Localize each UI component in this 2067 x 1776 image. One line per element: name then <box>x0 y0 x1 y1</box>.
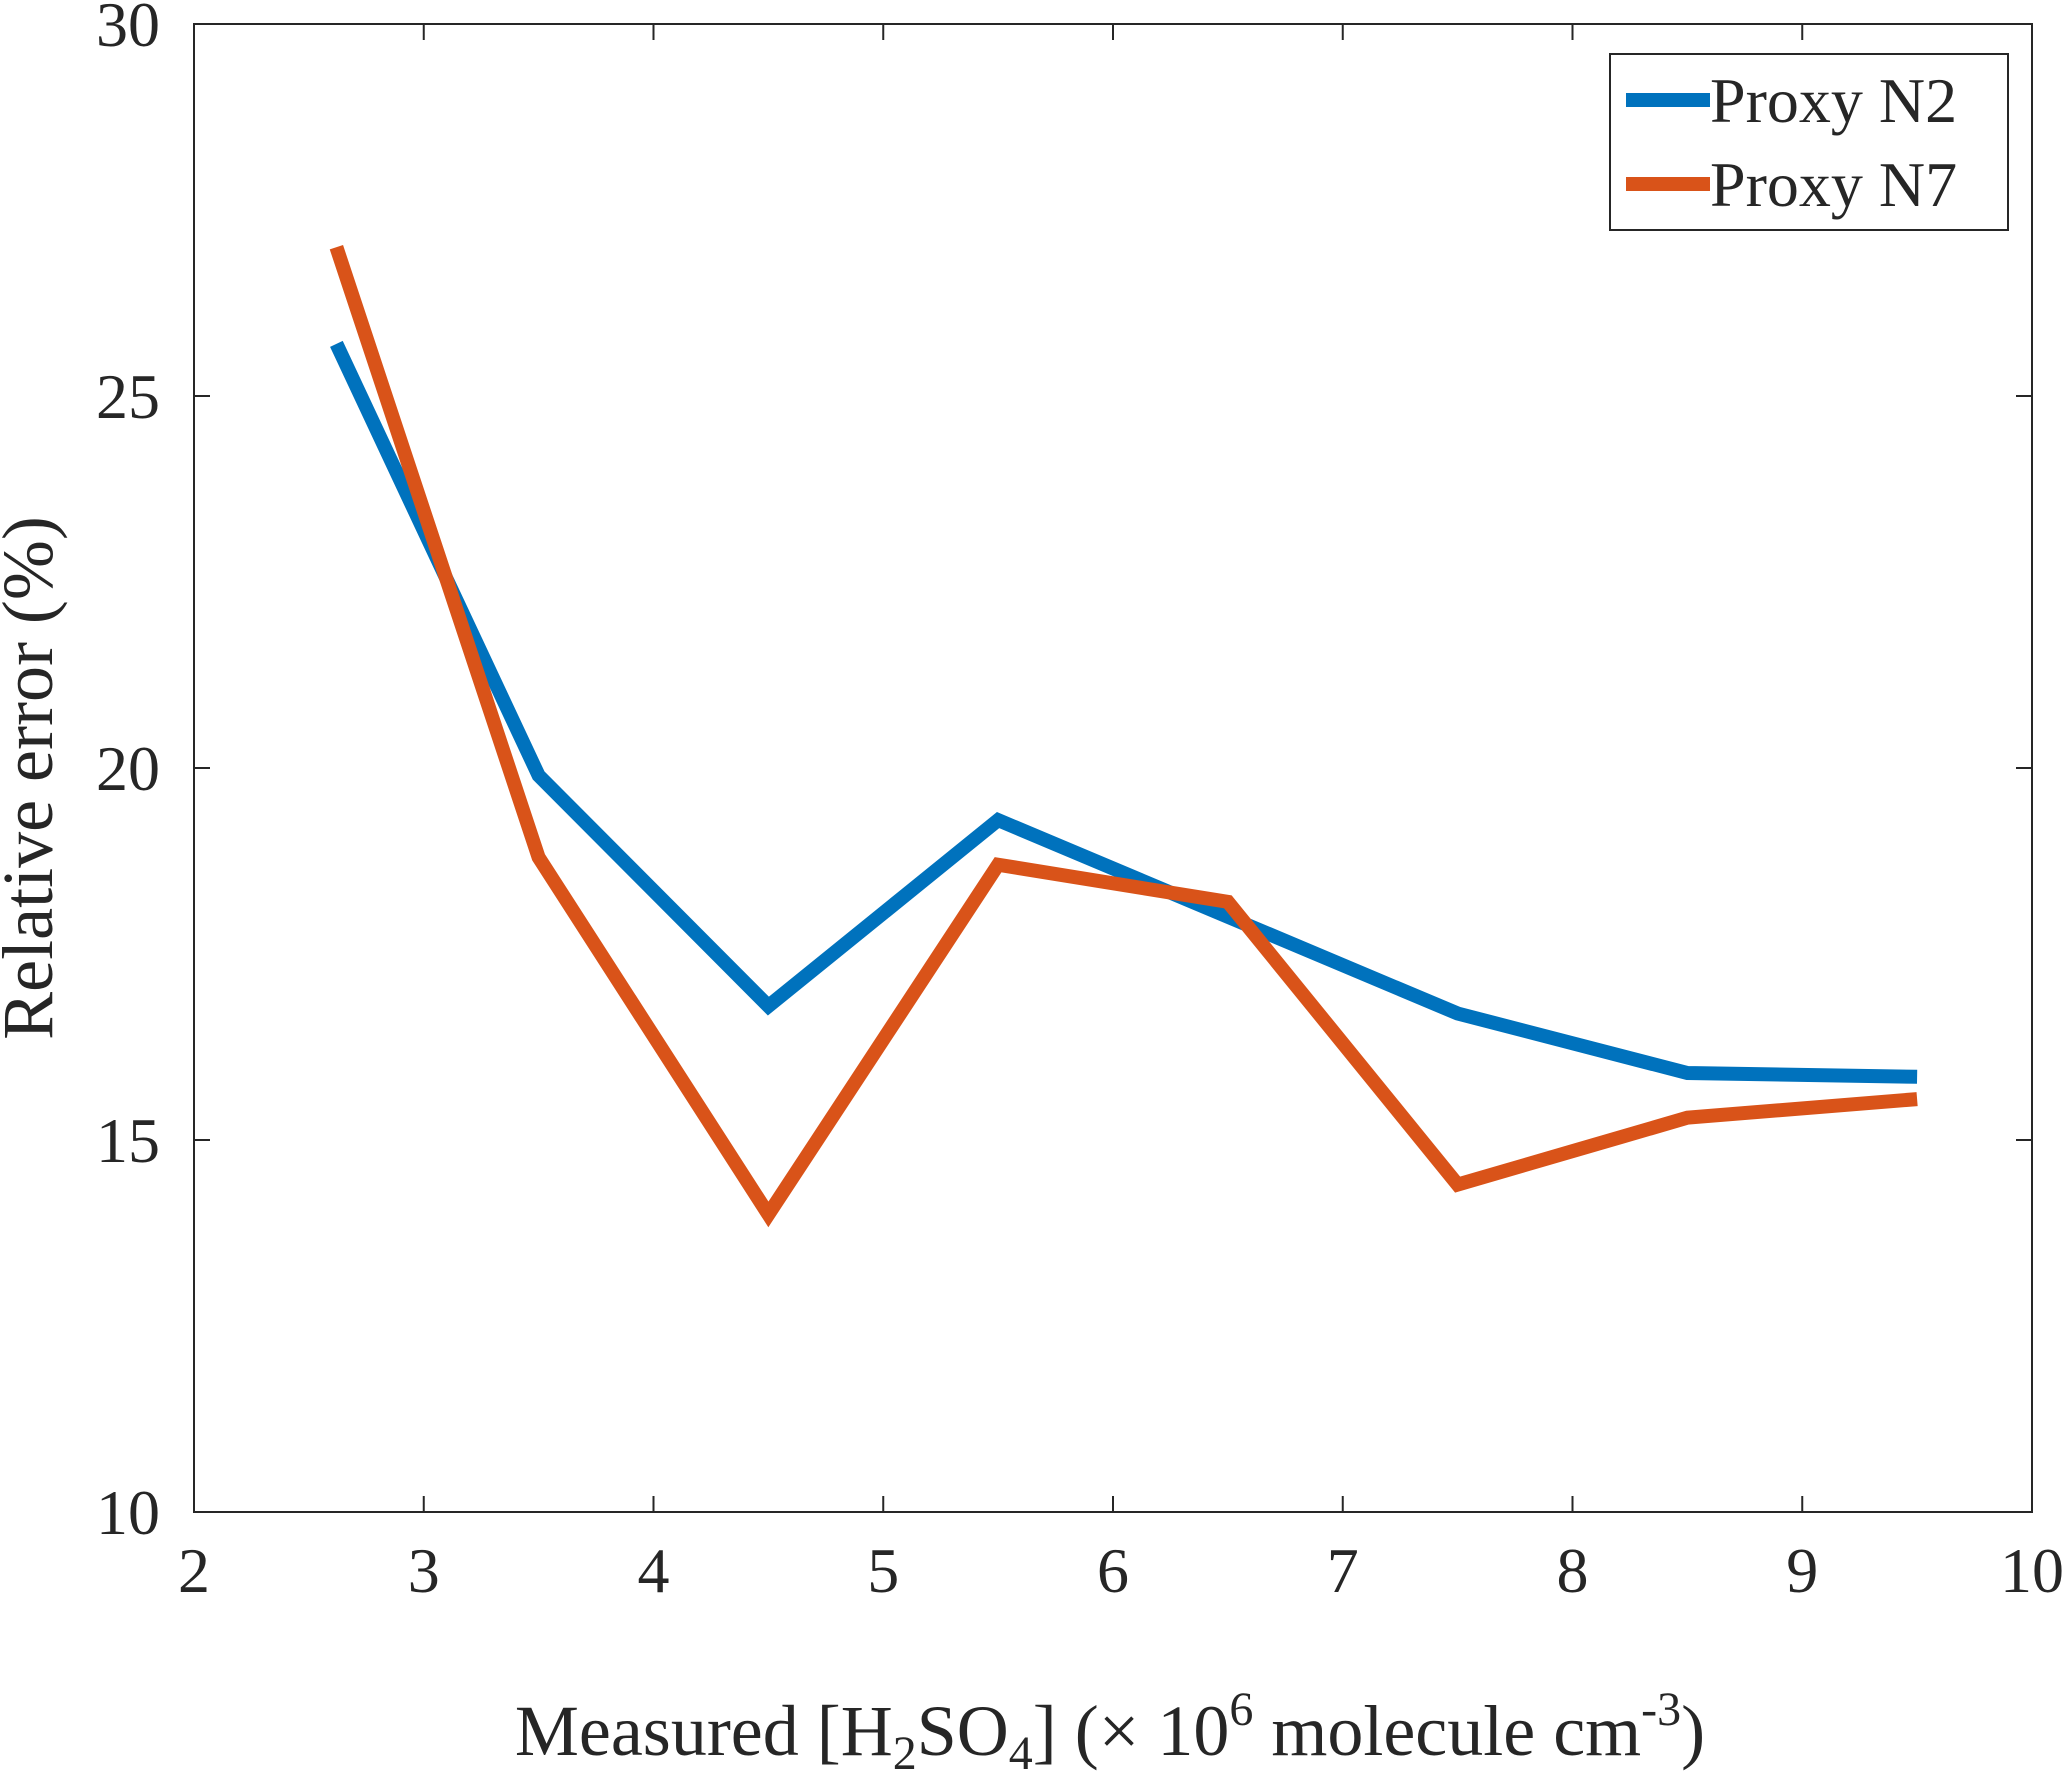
x-axis-title-sub: 2 <box>893 1727 917 1776</box>
y-tick-label: 15 <box>96 1105 160 1176</box>
x-axis-title-part: Measured [H <box>515 1691 893 1771</box>
x-tick-label: 10 <box>2000 1535 2064 1606</box>
x-tick-label: 6 <box>1097 1535 1129 1606</box>
x-tick-label: 9 <box>1786 1535 1818 1606</box>
x-axis-title-part: molecule cm <box>1253 1691 1641 1771</box>
series-line-2 <box>329 244 1918 1228</box>
legend: Proxy N2 Proxy N7 <box>1609 53 2009 231</box>
x-tick-label: 3 <box>408 1535 440 1606</box>
plot-area <box>193 23 2033 1513</box>
x-tick-label: 4 <box>638 1535 670 1606</box>
x-axis-title-part: SO <box>917 1691 1009 1771</box>
x-tick-label: 8 <box>1557 1535 1589 1606</box>
y-tick-label: 25 <box>96 361 160 432</box>
x-axis-title-sup: 6 <box>1229 1683 1253 1736</box>
x-tick-label: 5 <box>867 1535 899 1606</box>
x-axis-title-sub: 4 <box>1009 1727 1033 1776</box>
ticks-layer: 2 3 4 5 6 7 8 9 10 10 15 20 25 30 <box>96 0 2064 1606</box>
x-axis-title: Measured [H2SO4] (× 106 molecule cm-3) <box>515 1683 1705 1776</box>
y-tick-label: 20 <box>96 733 160 804</box>
legend-label-1: Proxy N2 <box>1710 65 1957 136</box>
x-axis-title-sup: -3 <box>1641 1683 1681 1736</box>
plot-frame <box>193 23 2033 1513</box>
x-tick-label: 2 <box>178 1535 210 1606</box>
y-tick-label: 30 <box>96 0 160 60</box>
x-axis-title-part: ) <box>1681 1691 1705 1771</box>
legend-box <box>1609 53 2009 231</box>
y-axis-title: Relative error (%) <box>0 516 68 1040</box>
series-line-1 <box>330 340 1918 1084</box>
series-layer <box>329 244 1918 1228</box>
y-tick-label: 10 <box>96 1477 160 1548</box>
legend-label-2: Proxy N7 <box>1710 149 1957 220</box>
x-axis-title-part: ] (× 10 <box>1033 1691 1230 1771</box>
x-tick-label: 7 <box>1327 1535 1359 1606</box>
